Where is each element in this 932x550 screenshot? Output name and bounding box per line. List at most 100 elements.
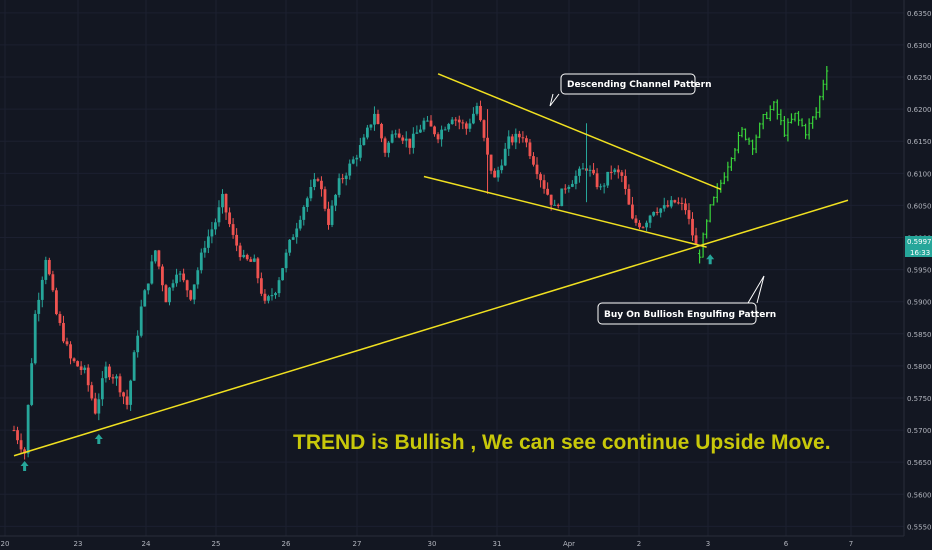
candle-body [613, 169, 617, 173]
candle-body [418, 129, 422, 133]
candle-body [602, 185, 606, 187]
candle-body [570, 183, 574, 187]
candle-body [302, 207, 306, 220]
candle-body [358, 145, 362, 158]
buy-signal-label: Buy On Bulliosh Engulfing Pattern [604, 310, 776, 320]
candle-body [563, 188, 567, 190]
candle-body [196, 270, 200, 285]
candle-body [468, 123, 472, 129]
candle-body [316, 179, 320, 181]
x-tick-label: 30 [428, 540, 437, 548]
candle-body [532, 156, 535, 165]
candle-body [454, 119, 458, 121]
candle-body [164, 285, 168, 303]
candle-body [51, 274, 55, 291]
candle-body [546, 188, 550, 195]
candle-body [118, 376, 122, 393]
trendline-uptrend-support [13, 199, 849, 457]
candle-body [514, 133, 518, 143]
candle-body [182, 273, 186, 281]
candle-body [638, 222, 641, 228]
candle-body [606, 171, 610, 186]
candle-body [542, 180, 546, 189]
candle-body [146, 283, 150, 291]
time-axis[interactable]: 20 23 24 25 26 27 30 31 Apr 2 3 6 7 [1, 540, 854, 548]
candle-body [450, 119, 454, 125]
candle-body [631, 204, 634, 219]
candle-body [23, 449, 27, 454]
headline-annotation: TREND is Bullish , We can see continue U… [293, 431, 831, 454]
descending-channel-callout[interactable]: Descending Channel Pattern [549, 73, 712, 107]
candle-body [595, 173, 599, 188]
candle-body [588, 169, 592, 171]
candle-body [457, 119, 461, 123]
candle-body [411, 133, 415, 148]
candle-body [684, 203, 687, 211]
candle-body [627, 188, 631, 205]
candle-body [115, 376, 118, 379]
candle-body [55, 290, 58, 315]
candle-body [238, 245, 242, 258]
candle-body [426, 120, 429, 122]
candle-body [210, 229, 214, 237]
candle-body [281, 268, 284, 281]
candle-body [274, 293, 277, 296]
buy-signal-callout[interactable]: Buy On Bulliosh Engulfing Pattern [597, 275, 776, 325]
candle-body [334, 194, 337, 206]
current-price-label: 0.59973 [907, 238, 932, 246]
x-tick-label: 31 [493, 540, 502, 548]
candle-body [125, 396, 129, 405]
x-tick-label: 25 [212, 540, 221, 548]
candle-body [662, 205, 666, 209]
candle-body [108, 366, 111, 378]
candle-body [97, 399, 101, 414]
candle-body [390, 134, 394, 143]
candle-body [380, 124, 383, 139]
candle-body [634, 218, 638, 223]
candle-body [620, 172, 624, 176]
candle-body [44, 259, 48, 280]
candle-body [687, 210, 691, 219]
countdown-label: 16:33 [910, 249, 930, 257]
x-tick-label: Apr [563, 540, 575, 548]
candle-body [415, 132, 419, 134]
candle-body [691, 218, 694, 236]
candle-body [507, 136, 511, 149]
candle-body [259, 278, 263, 294]
buy-signal-2-arrow-icon [94, 434, 103, 445]
candle-body [500, 165, 504, 171]
candle-body [323, 189, 327, 209]
candle-body [235, 234, 239, 246]
candle-body [429, 120, 433, 127]
candle-body [143, 290, 147, 307]
candle-body [539, 174, 542, 181]
candle-body [217, 207, 221, 223]
candle-body [482, 120, 486, 138]
candle-body [37, 299, 41, 314]
candle-body [327, 208, 330, 225]
candle-body [242, 254, 246, 258]
candle-body [553, 204, 557, 206]
trendline-channel-upper [437, 73, 722, 191]
candle-body [475, 105, 479, 114]
candle-body [387, 142, 390, 153]
candle-body [676, 202, 680, 204]
candle-body [189, 290, 193, 300]
candle-body [284, 252, 288, 269]
candle-body [496, 170, 500, 178]
candle-body [517, 133, 521, 138]
candle-body [178, 273, 182, 275]
candle-body [344, 175, 348, 180]
candle-body [139, 306, 143, 336]
signal-arrows [20, 254, 715, 471]
trendlines [13, 73, 849, 457]
candle-body [83, 367, 87, 371]
candle-body [365, 127, 369, 138]
